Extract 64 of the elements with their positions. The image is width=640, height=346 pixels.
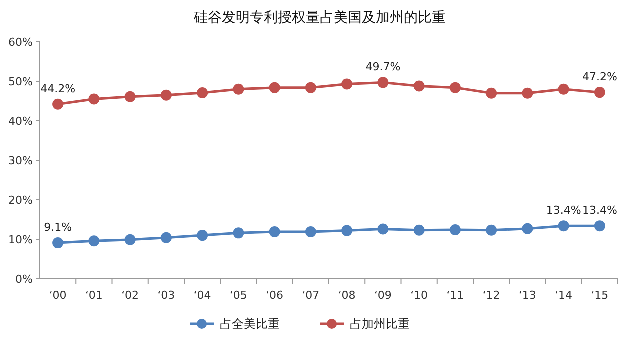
point — [88, 236, 100, 247]
y-tick-label: 60% — [8, 36, 33, 49]
x-tick-label: ‘05 — [230, 289, 248, 302]
y-tick-label: 20% — [8, 194, 33, 207]
point — [558, 84, 570, 95]
x-tick-label: ‘12 — [482, 289, 500, 302]
point — [594, 87, 606, 98]
point — [522, 88, 534, 99]
x-tick-label: ‘03 — [158, 289, 176, 302]
x-tick-label: ‘09 — [374, 289, 392, 302]
x-tick-label: ‘10 — [410, 289, 428, 302]
x-tick-label: ‘06 — [266, 289, 284, 302]
point — [450, 82, 461, 94]
point — [160, 232, 172, 244]
legend-label: 占加州比重 — [350, 317, 410, 331]
point — [378, 224, 389, 235]
point — [124, 91, 136, 102]
x-tick-label: ‘13 — [518, 289, 536, 302]
point — [269, 82, 280, 94]
y-tick-label: 0% — [16, 273, 33, 286]
point — [486, 88, 498, 99]
point — [160, 90, 172, 101]
point — [269, 226, 280, 238]
x-tick-label: ‘14 — [555, 289, 573, 302]
y-tick-label: 40% — [8, 115, 33, 128]
data-label: 49.7% — [366, 60, 401, 74]
point — [305, 226, 316, 238]
x-tick-label: ‘04 — [194, 289, 212, 302]
data-label: 44.2% — [40, 82, 76, 96]
data-label: 47.2% — [582, 70, 618, 84]
point — [233, 84, 244, 95]
chart-title: 硅谷发明专利授权量占美国及加州的比重 — [193, 10, 446, 26]
point — [486, 224, 498, 236]
point — [88, 94, 100, 105]
x-tick-label: ‘08 — [338, 289, 356, 302]
point — [594, 220, 606, 232]
point — [197, 87, 208, 98]
data-label: 13.4% — [546, 204, 582, 218]
point — [305, 82, 316, 94]
x-tick-label: ‘02 — [122, 289, 140, 302]
point — [450, 224, 461, 236]
data-label: 13.4% — [582, 204, 618, 218]
point — [414, 224, 425, 236]
point — [197, 230, 208, 242]
point — [414, 80, 425, 92]
x-tick-label: ‘01 — [85, 289, 103, 302]
data-label: 9.1% — [44, 221, 72, 234]
point — [342, 225, 353, 236]
point — [558, 220, 570, 232]
x-tick-label: ‘00 — [49, 289, 67, 302]
y-tick-label: 50% — [8, 76, 33, 88]
y-tick-label: 10% — [8, 234, 33, 246]
point — [378, 77, 389, 88]
point — [52, 98, 64, 110]
point — [233, 228, 244, 239]
x-tick-label: ‘11 — [446, 289, 464, 302]
point — [52, 238, 64, 249]
x-tick-label: ‘15 — [591, 289, 609, 302]
point — [124, 234, 136, 246]
x-tick-label: ‘07 — [302, 289, 320, 302]
point — [522, 223, 534, 234]
point — [342, 78, 353, 90]
y-tick-label: 30% — [8, 154, 33, 168]
legend-label: 占全美比重 — [220, 317, 280, 331]
